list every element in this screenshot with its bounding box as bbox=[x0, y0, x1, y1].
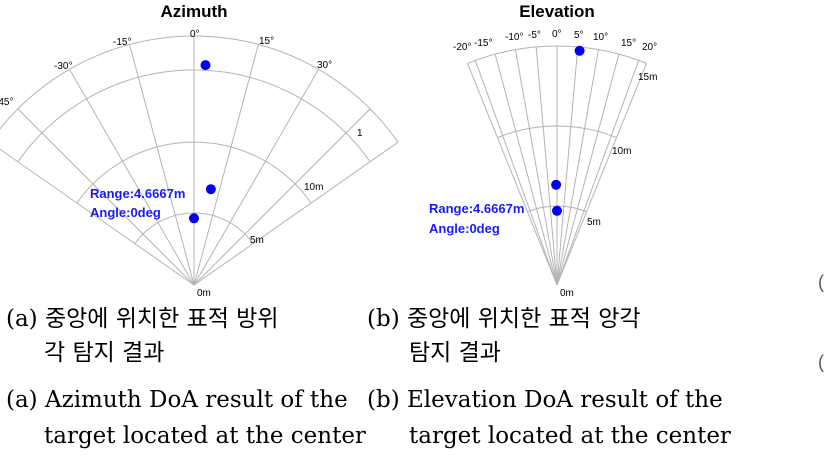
azimuth-range-tick-10: 10m bbox=[304, 182, 323, 193]
elevation-range-tick-15: 15m bbox=[638, 72, 657, 83]
elevation-angle-spoke bbox=[515, 49, 558, 286]
azimuth-grid bbox=[0, 35, 399, 286]
cropped-edge-mark-1: ( bbox=[818, 272, 824, 292]
azimuth-angle-spoke bbox=[17, 108, 195, 286]
azimuth-angle-tick-15: 15° bbox=[259, 36, 274, 47]
azimuth-angle-spoke bbox=[193, 69, 319, 286]
elevation-angle-spoke bbox=[556, 49, 599, 286]
cropped-edge-mark-2: ( bbox=[818, 352, 824, 372]
elevation-range-tick-10: 10m bbox=[612, 146, 631, 157]
elevation-title: Elevation bbox=[519, 2, 595, 21]
caption-b-english-line2: target located at the center bbox=[409, 423, 731, 449]
caption-b-korean-line1: (b) 중앙에 위치한 표적 앙각 bbox=[367, 306, 641, 332]
elevation-angle-tick-10: 10° bbox=[593, 32, 608, 43]
elevation-targets bbox=[551, 45, 585, 216]
elevation-angle-spoke bbox=[556, 53, 620, 286]
azimuth-angle-tick-m45: -45° bbox=[0, 97, 13, 108]
elevation-angle-spoke bbox=[474, 60, 558, 286]
caption-b-korean-line2: 탐지 결과 bbox=[409, 340, 501, 366]
caption-a-english-line2: target located at the center bbox=[44, 423, 366, 449]
azimuth-target-point-1 bbox=[189, 213, 199, 224]
azimuth-angle-annotation: Angle:0deg bbox=[90, 205, 161, 220]
elevation-grid bbox=[467, 45, 647, 286]
elevation-angle-tick-0: 0° bbox=[552, 29, 562, 40]
azimuth-angle-spoke bbox=[193, 141, 399, 286]
azimuth-angle-tick-0: 0° bbox=[190, 29, 200, 40]
elevation-target-point-3 bbox=[574, 45, 585, 56]
elevation-angle-tick-m15: -15° bbox=[474, 38, 492, 49]
azimuth-target-point-3 bbox=[200, 60, 211, 71]
caption-b-english-line1: (b) Elevation DoA result of the bbox=[367, 387, 723, 413]
azimuth-angle-spoke bbox=[129, 44, 195, 286]
elevation-angle-tick-m10: -10° bbox=[505, 32, 523, 43]
azimuth-range-tick-partial: 1 bbox=[357, 128, 363, 139]
azimuth-angle-tick-m30: -30° bbox=[54, 61, 72, 72]
elevation-angle-spoke bbox=[556, 46, 579, 286]
azimuth-plot: Azimuth -45° -30° -15° 0° 15° 30° 0m 5m … bbox=[0, 2, 399, 299]
elevation-angle-annotation: Angle:0deg bbox=[429, 221, 500, 236]
azimuth-range-tick-0: 0m bbox=[197, 288, 211, 299]
caption-a-korean-line1: (a) 중앙에 위치한 표적 방위 bbox=[6, 306, 279, 332]
elevation-angle-spoke bbox=[494, 53, 558, 286]
elevation-range-tick-5: 5m bbox=[587, 217, 601, 228]
elevation-angle-spoke bbox=[556, 63, 647, 286]
elevation-angle-spoke bbox=[467, 63, 558, 286]
azimuth-angle-tick-m15: -15° bbox=[113, 37, 131, 48]
azimuth-angle-tick-30: 30° bbox=[317, 60, 332, 71]
elevation-angle-tick-5: 5° bbox=[574, 30, 584, 41]
elevation-angle-tick-m20: -20° bbox=[453, 42, 471, 53]
caption-a-korean-line2: 각 탐지 결과 bbox=[44, 340, 165, 366]
elevation-range-annotation: Range:4.6667m bbox=[429, 201, 524, 216]
azimuth-angle-spoke bbox=[69, 69, 195, 286]
elevation-range-tick-0: 0m bbox=[560, 288, 574, 299]
elevation-angle-tick-m5: -5° bbox=[528, 30, 541, 41]
elevation-angle-tick-15: 15° bbox=[621, 38, 636, 49]
azimuth-range-annotation: Range:4.6667m bbox=[90, 186, 185, 201]
azimuth-target-point-2 bbox=[205, 184, 216, 195]
caption-a-english-line1: (a) Azimuth DoA result of the bbox=[6, 387, 348, 413]
elevation-target-point-2 bbox=[551, 179, 562, 190]
azimuth-title: Azimuth bbox=[160, 2, 227, 21]
azimuth-angle-spoke bbox=[193, 44, 259, 286]
azimuth-targets bbox=[189, 60, 216, 224]
elevation-plot: Elevation -20° -15° -10° -5° 0° 5° 10° 1… bbox=[429, 2, 657, 299]
azimuth-range-tick-5: 5m bbox=[250, 235, 264, 246]
azimuth-angle-spoke bbox=[193, 108, 371, 286]
elevation-angle-spoke bbox=[535, 46, 558, 286]
elevation-target-point-1 bbox=[552, 205, 562, 216]
azimuth-angle-spoke bbox=[0, 148, 195, 286]
elevation-angle-tick-20: 20° bbox=[642, 42, 657, 53]
elevation-angle-spoke bbox=[556, 60, 640, 286]
azimuth-range-ring-4 bbox=[0, 35, 399, 143]
